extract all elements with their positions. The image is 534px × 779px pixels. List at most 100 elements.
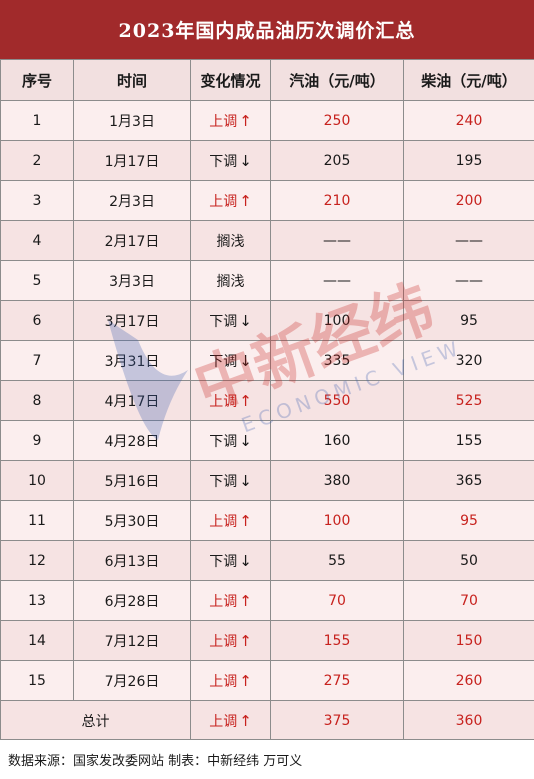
change-text: 上调 — [209, 513, 238, 530]
cell-diesel: 95 — [403, 500, 534, 541]
header-change: 变化情况 — [190, 59, 271, 101]
down-arrow-icon: ↓ — [239, 151, 252, 170]
total-diesel: 360 — [403, 700, 534, 741]
cell-seq: 12 — [0, 540, 74, 581]
cell-change: 上调 ↑ — [190, 500, 271, 541]
cell-change: 下调 ↓ — [190, 540, 271, 581]
cell-seq: 3 — [0, 180, 74, 221]
table-title: 2023年国内成品油历次调价汇总 — [0, 0, 534, 59]
cell-seq: 1 — [0, 100, 74, 141]
table-row: 7 3月31日 下调 ↓ 335 320 — [0, 340, 534, 381]
cell-date: 1月3日 — [73, 100, 191, 141]
cell-diesel: —— — [403, 260, 534, 301]
table-row: 9 4月28日 下调 ↓ 160 155 — [0, 420, 534, 461]
cell-date: 3月17日 — [73, 300, 191, 341]
table-row: 14 7月12日 上调 ↑ 155 150 — [0, 620, 534, 661]
total-gasoline: 375 — [270, 700, 404, 741]
cell-seq: 10 — [0, 460, 74, 501]
header-seq: 序号 — [0, 59, 74, 101]
table-row: 13 6月28日 上调 ↑ 70 70 — [0, 580, 534, 621]
change-text: 上调 — [209, 193, 238, 210]
total-change: 上调 ↑ — [190, 700, 271, 741]
table-row: 12 6月13日 下调 ↓ 55 50 — [0, 540, 534, 581]
cell-diesel: 240 — [403, 100, 534, 141]
cell-change: 上调 ↑ — [190, 180, 271, 221]
cell-change: 上调 ↑ — [190, 100, 271, 141]
change-text: 上调 — [209, 633, 238, 650]
cell-date: 5月16日 — [73, 460, 191, 501]
up-arrow-icon: ↑ — [239, 711, 252, 730]
table-row: 6 3月17日 下调 ↓ 100 95 — [0, 300, 534, 341]
price-adjustment-table: 序号 时间 变化情况 汽油（元/吨） 柴油（元/吨） 1 1月3日 上调 ↑ 250 24… — [0, 59, 534, 741]
up-arrow-icon: ↑ — [239, 671, 252, 690]
change-text: 上调 — [209, 393, 238, 410]
table-row: 5 3月3日 搁浅 —— —— — [0, 260, 534, 301]
cell-seq: 2 — [0, 140, 74, 181]
up-arrow-icon: ↑ — [239, 391, 252, 410]
change-text: 下调 — [209, 553, 238, 570]
cell-change: 下调 ↓ — [190, 140, 271, 181]
cell-gasoline: 210 — [270, 180, 404, 221]
header-date: 时间 — [73, 59, 191, 101]
table-row: 8 4月17日 上调 ↑ 550 525 — [0, 380, 534, 421]
cell-diesel: 260 — [403, 660, 534, 701]
cell-gasoline: 380 — [270, 460, 404, 501]
cell-gasoline: 100 — [270, 500, 404, 541]
cell-seq: 6 — [0, 300, 74, 341]
cell-change: 上调 ↑ — [190, 380, 271, 421]
cell-seq: 9 — [0, 420, 74, 461]
cell-seq: 11 — [0, 500, 74, 541]
cell-diesel: 155 — [403, 420, 534, 461]
cell-date: 7月12日 — [73, 620, 191, 661]
cell-gasoline: —— — [270, 220, 404, 261]
table-row: 11 5月30日 上调 ↑ 100 95 — [0, 500, 534, 541]
cell-diesel: 525 — [403, 380, 534, 421]
cell-seq: 7 — [0, 340, 74, 381]
table-row: 4 2月17日 搁浅 —— —— — [0, 220, 534, 261]
table-row: 1 1月3日 上调 ↑ 250 240 — [0, 100, 534, 141]
change-text: 下调 — [209, 353, 238, 370]
cell-gasoline: 250 — [270, 100, 404, 141]
cell-gasoline: 160 — [270, 420, 404, 461]
cell-change: 下调 ↓ — [190, 300, 271, 341]
cell-date: 2月17日 — [73, 220, 191, 261]
cell-diesel: 50 — [403, 540, 534, 581]
down-arrow-icon: ↓ — [239, 351, 252, 370]
table-row: 15 7月26日 上调 ↑ 275 260 — [0, 660, 534, 701]
cell-seq: 15 — [0, 660, 74, 701]
change-text: 下调 — [209, 153, 238, 170]
change-text: 上调 — [209, 593, 238, 610]
up-arrow-icon: ↑ — [239, 591, 252, 610]
cell-change: 上调 ↑ — [190, 660, 271, 701]
table-row: 2 1月17日 下调 ↓ 205 195 — [0, 140, 534, 181]
cell-change: 下调 ↓ — [190, 420, 271, 461]
table-row: 3 2月3日 上调 ↑ 210 200 — [0, 180, 534, 221]
down-arrow-icon: ↓ — [239, 551, 252, 570]
cell-diesel: 365 — [403, 460, 534, 501]
cell-date: 4月17日 — [73, 380, 191, 421]
table-row: 10 5月16日 下调 ↓ 380 365 — [0, 460, 534, 501]
source-note: 数据来源：国家发改委网站 制表：中新经纬 万可义 — [0, 739, 534, 779]
change-text: 下调 — [209, 313, 238, 330]
cell-change: 搁浅 — [190, 260, 271, 301]
change-text: 下调 — [209, 433, 238, 450]
cell-diesel: 320 — [403, 340, 534, 381]
up-arrow-icon: ↑ — [239, 511, 252, 530]
cell-gasoline: 70 — [270, 580, 404, 621]
cell-date: 1月17日 — [73, 140, 191, 181]
change-text: 搁浅 — [216, 273, 245, 290]
cell-diesel: —— — [403, 220, 534, 261]
down-arrow-icon: ↓ — [239, 311, 252, 330]
cell-seq: 14 — [0, 620, 74, 661]
cell-change: 上调 ↑ — [190, 580, 271, 621]
cell-gasoline: 335 — [270, 340, 404, 381]
cell-date: 6月13日 — [73, 540, 191, 581]
cell-diesel: 200 — [403, 180, 534, 221]
cell-seq: 5 — [0, 260, 74, 301]
cell-date: 6月28日 — [73, 580, 191, 621]
cell-change: 上调 ↑ — [190, 620, 271, 661]
header-row: 序号 时间 变化情况 汽油（元/吨） 柴油（元/吨） — [0, 59, 534, 101]
total-row: 总计 上调 ↑ 375 360 — [0, 700, 534, 741]
header-diesel: 柴油（元/吨） — [403, 59, 534, 101]
cell-date: 2月3日 — [73, 180, 191, 221]
